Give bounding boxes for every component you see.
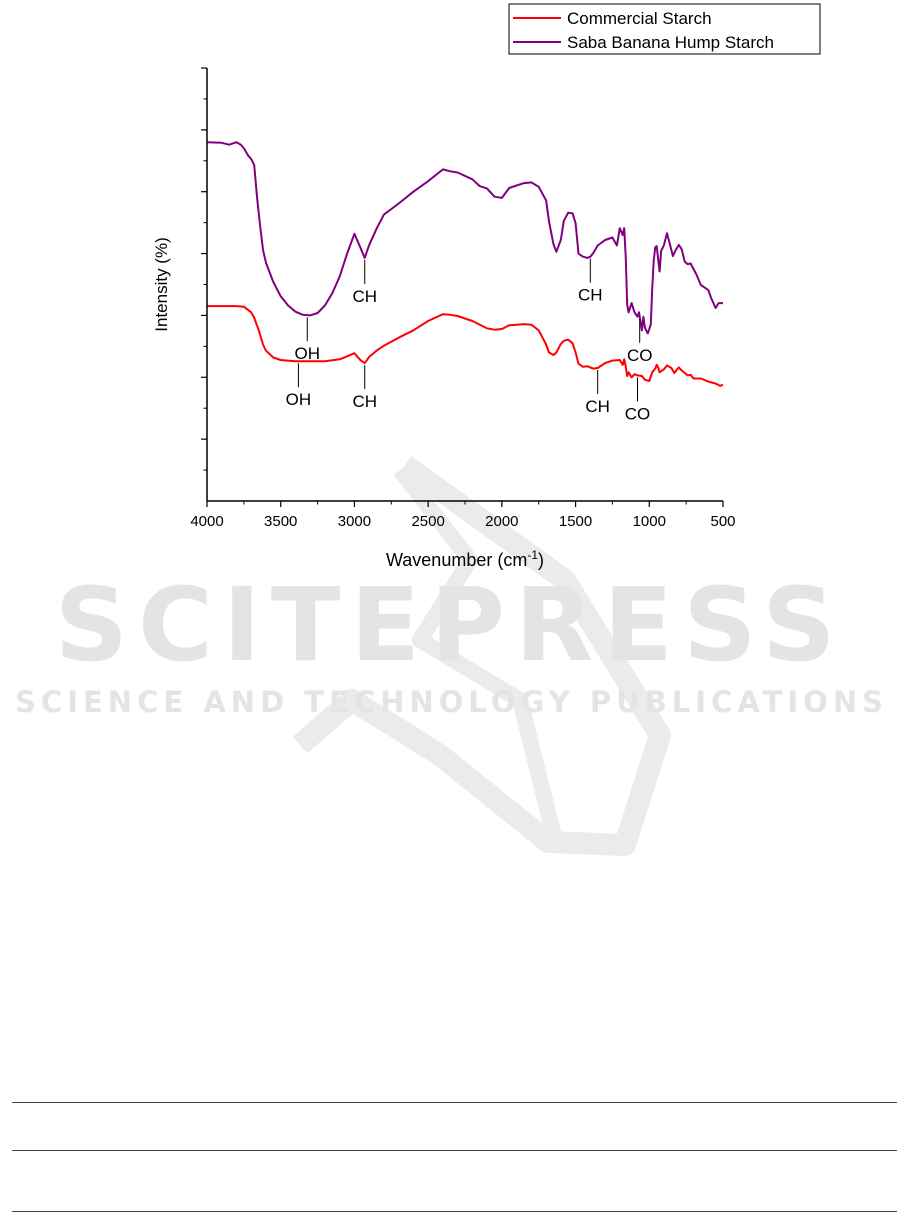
- table-rule-top: [12, 1102, 897, 1103]
- x-tick-label: 3000: [338, 513, 371, 530]
- annotation-label-oh: OH: [295, 344, 321, 363]
- x-tick-label: 3500: [264, 513, 297, 530]
- annotation-label-ch: CH: [578, 286, 603, 305]
- legend-label: Saba Banana Hump Starch: [567, 33, 774, 52]
- watermark-title: SCITEPRESS: [55, 566, 846, 685]
- annotation-label-co: CO: [627, 346, 653, 365]
- x-tick-label: 1000: [633, 513, 666, 530]
- watermark-subtitle: SCIENCE AND TECHNOLOGY PUBLICATIONS: [15, 685, 885, 719]
- series-line-commercial-starch: [207, 305, 724, 387]
- x-tick-label: 500: [710, 513, 735, 530]
- annotation-label-co: CO: [625, 404, 651, 423]
- annotation-label-ch: CH: [585, 397, 610, 416]
- legend-box: [508, 3, 821, 55]
- axes: 4000 3500 3000 2500 2000 1500 1000 500 Wavenumbe…: [152, 67, 736, 570]
- legend-label: Commercial Starch: [567, 9, 712, 28]
- table-rule-bottom: [12, 1211, 897, 1212]
- x-tick-label: 4000: [190, 513, 223, 530]
- annotation-label-ch: CH: [352, 287, 377, 306]
- x-tick-label: 2500: [411, 513, 444, 530]
- x-axis-title: Wavenumber (cm-1): [386, 548, 544, 570]
- legend: Commercial Starch Saba Banana Hump Starch: [508, 3, 821, 55]
- table-rule-middle: [12, 1150, 897, 1151]
- x-tick-label: 2000: [485, 513, 518, 530]
- series-line-saba-banana-hump-starch: [206, 141, 723, 335]
- watermark-arrow-shape: [292, 456, 671, 856]
- annotation-label-ch: CH: [352, 392, 377, 411]
- plot-area: [206, 141, 724, 387]
- peak-annotations: OH CH CH CO OH CH CH CO: [286, 258, 653, 423]
- watermark-arrow-inner: [393, 465, 563, 842]
- x-tick-label: 1500: [559, 513, 592, 530]
- annotation-label-oh: OH: [286, 390, 312, 409]
- y-axis-title: Intensity (%): [152, 237, 171, 331]
